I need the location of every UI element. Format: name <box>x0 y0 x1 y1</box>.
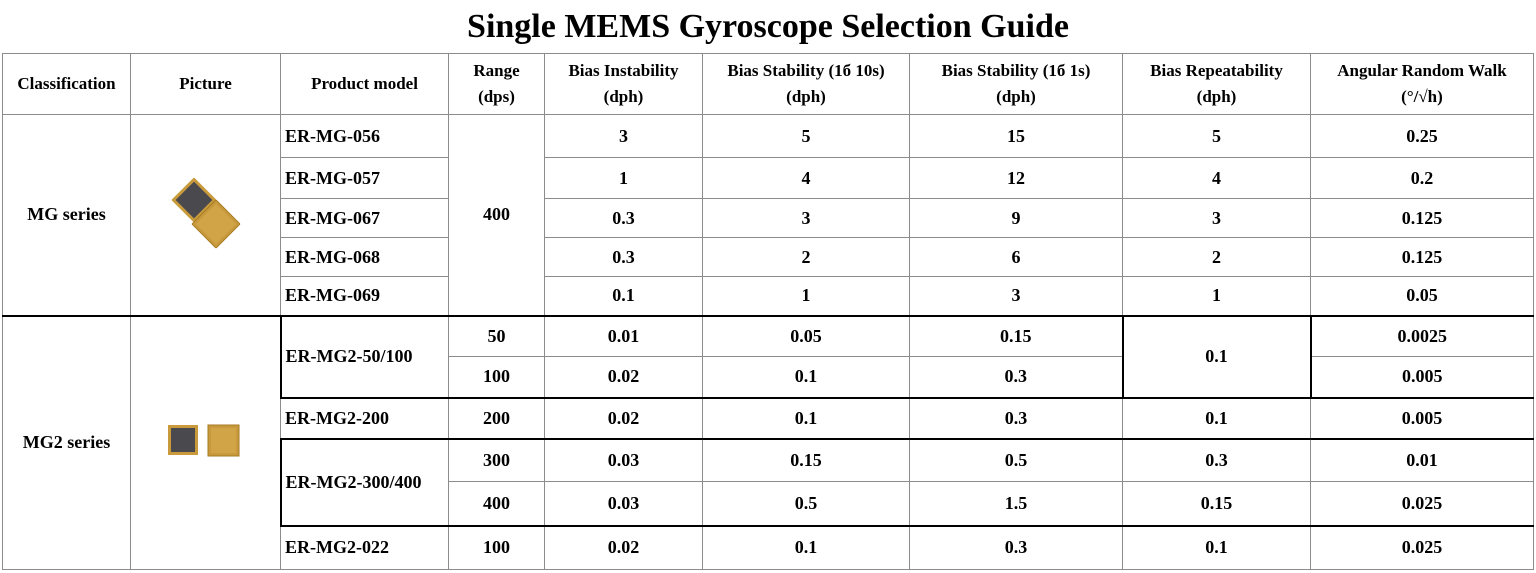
cell-bias-repeatability: 0.3 <box>1122 438 1311 482</box>
table-row: MG series ER-MG-056 400 3 5 15 5 0.25 <box>2 114 1534 316</box>
cell-arw: 0.125 <box>1310 237 1534 277</box>
header-classification: Classification <box>2 53 131 115</box>
cell-bias-stability-10s: 0.15 <box>702 438 910 482</box>
cell-bias-instability: 0.02 <box>544 397 703 440</box>
cell-bias-instability: 1 <box>544 157 703 199</box>
cell-bias-stability-1s: 0.3 <box>909 525 1123 570</box>
series-mg: MG series <box>2 114 131 316</box>
cell-bias-repeatability: 2 <box>1122 237 1311 277</box>
cell-bias-stability-10s: 0.05 <box>702 314 910 357</box>
cell-bias-instability: 3 <box>544 114 703 158</box>
cell-bias-instability: 0.03 <box>544 438 703 482</box>
mg2-chip-icon <box>168 424 240 457</box>
picture-mg2 <box>130 314 281 570</box>
cell-range: 400 <box>448 481 545 527</box>
cell-range: 50 <box>448 314 545 357</box>
cell-bias-repeatability: 3 <box>1122 198 1311 238</box>
model-er-mg2-50-100: ER-MG2-50/100 <box>279 314 449 399</box>
table-row: ER-MG2-022 100 0.02 0.1 0.3 0.1 0.025 <box>3 525 1534 570</box>
model-er-mg-056: ER-MG-056 <box>280 114 449 158</box>
cell-bias-stability-1s: 12 <box>909 157 1123 199</box>
table-row: ER-MG-068 0.3 2 6 2 0.125 <box>3 237 1534 277</box>
mg-chip-icon <box>171 178 240 249</box>
gyroscope-selection-table: Classification Picture Product model Ran… <box>2 53 1534 570</box>
cell-bias-stability-1s: 9 <box>909 198 1123 238</box>
table-row: 400 0.03 0.5 1.5 0.15 0.025 <box>3 481 1534 527</box>
cell-bias-stability-10s: 1 <box>702 276 910 316</box>
range-mg: 400 <box>448 114 545 316</box>
cell-range: 100 <box>448 356 545 399</box>
cell-bias-stability-1s: 0.15 <box>909 314 1123 357</box>
cell-bias-stability-10s: 3 <box>702 198 910 238</box>
table-row: ER-MG-069 0.1 1 3 1 0.05 <box>3 276 1534 316</box>
cell-bias-stability-1s: 0.3 <box>909 356 1123 399</box>
cell-range: 100 <box>448 525 545 570</box>
cell-arw: 0.025 <box>1310 481 1534 527</box>
cell-bias-stability-10s: 5 <box>702 114 910 158</box>
model-er-mg-057: ER-MG-057 <box>280 157 449 199</box>
cell-bias-stability-1s: 6 <box>909 237 1123 277</box>
cell-bias-stability-10s: 0.1 <box>702 397 910 440</box>
cell-bias-stability-1s: 15 <box>909 114 1123 158</box>
cell-bias-repeatability: 1 <box>1122 276 1311 316</box>
header-angular-random-walk: Angular Random Walk (°/√h) <box>1310 53 1534 115</box>
cell-bias-instability: 0.01 <box>544 314 703 357</box>
cell-arw: 0.01 <box>1310 438 1534 482</box>
header-bias-repeatability: Bias Repeatability (dph) <box>1122 53 1311 115</box>
page-title: Single MEMS Gyroscope Selection Guide <box>467 8 1069 45</box>
cell-arw: 0.2 <box>1310 157 1534 199</box>
table-row: ER-MG-057 1 4 12 4 0.2 <box>3 157 1534 199</box>
cell-bias-stability-1s: 1.5 <box>909 481 1123 527</box>
cell-arw: 0.025 <box>1310 525 1534 570</box>
header-row: Classification Picture Product model Ran… <box>2 53 1534 115</box>
cell-bias-repeatability: 0.15 <box>1122 481 1311 527</box>
cell-bias-stability-10s: 0.1 <box>702 525 910 570</box>
cell-bias-instability: 0.03 <box>544 481 703 527</box>
cell-bias-stability-10s: 0.1 <box>702 356 910 399</box>
model-er-mg-067: ER-MG-067 <box>280 198 449 238</box>
header-picture: Picture <box>130 53 281 115</box>
table-row: 100 0.02 0.1 0.3 0.005 <box>3 356 1534 399</box>
header-bias-stability-10s: Bias Stability (1б 10s) (dph) <box>702 53 910 115</box>
picture-mg <box>130 114 281 316</box>
cell-arw: 0.25 <box>1310 114 1534 158</box>
cell-bias-stability-10s: 2 <box>702 237 910 277</box>
header-product-model: Product model <box>280 53 449 115</box>
model-er-mg2-300-400: ER-MG2-300/400 <box>279 438 449 527</box>
table-row: MG2 series ER-MG2-50/100 50 0.01 0.05 0.… <box>2 314 1534 570</box>
cell-bias-instability: 0.3 <box>544 237 703 277</box>
cell-bias-stability-1s: 3 <box>909 276 1123 316</box>
model-er-mg-068: ER-MG-068 <box>280 237 449 277</box>
cell-arw: 0.005 <box>1310 397 1534 440</box>
header-bias-instability: Bias Instability (dph) <box>544 53 703 115</box>
cell-bias-stability-1s: 0.3 <box>909 397 1123 440</box>
cell-arw: 0.125 <box>1310 198 1534 238</box>
model-er-mg2-022: ER-MG2-022 <box>280 525 449 570</box>
table-row: ER-MG2-200 200 0.02 0.1 0.3 0.1 0.005 <box>3 397 1534 440</box>
header-bias-stability-1s: Bias Stability (1б 1s) (dph) <box>909 53 1123 115</box>
cell-bias-instability: 0.1 <box>544 276 703 316</box>
cell-range: 200 <box>448 397 545 440</box>
cell-bias-repeatability: 0.1 <box>1121 314 1312 399</box>
cell-arw: 0.0025 <box>1310 314 1534 357</box>
cell-bias-stability-10s: 4 <box>702 157 910 199</box>
cell-bias-stability-10s: 0.5 <box>702 481 910 527</box>
table-row: ER-MG2-300/400 300 0.03 0.15 0.5 0.3 0.0… <box>3 438 1534 527</box>
cell-bias-stability-1s: 0.5 <box>909 438 1123 482</box>
model-er-mg2-200: ER-MG2-200 <box>280 397 449 440</box>
header-range: Range (dps) <box>448 53 545 115</box>
cell-range: 300 <box>448 438 545 482</box>
cell-bias-instability: 0.02 <box>544 525 703 570</box>
cell-bias-instability: 0.3 <box>544 198 703 238</box>
cell-bias-repeatability: 0.1 <box>1122 397 1311 440</box>
cell-arw: 0.005 <box>1310 356 1534 399</box>
model-er-mg-069: ER-MG-069 <box>280 276 449 316</box>
cell-bias-instability: 0.02 <box>544 356 703 399</box>
cell-bias-repeatability: 0.1 <box>1122 525 1311 570</box>
cell-bias-repeatability: 4 <box>1122 157 1311 199</box>
series-mg2: MG2 series <box>2 314 131 570</box>
cell-bias-repeatability: 5 <box>1122 114 1311 158</box>
cell-arw: 0.05 <box>1310 276 1534 316</box>
